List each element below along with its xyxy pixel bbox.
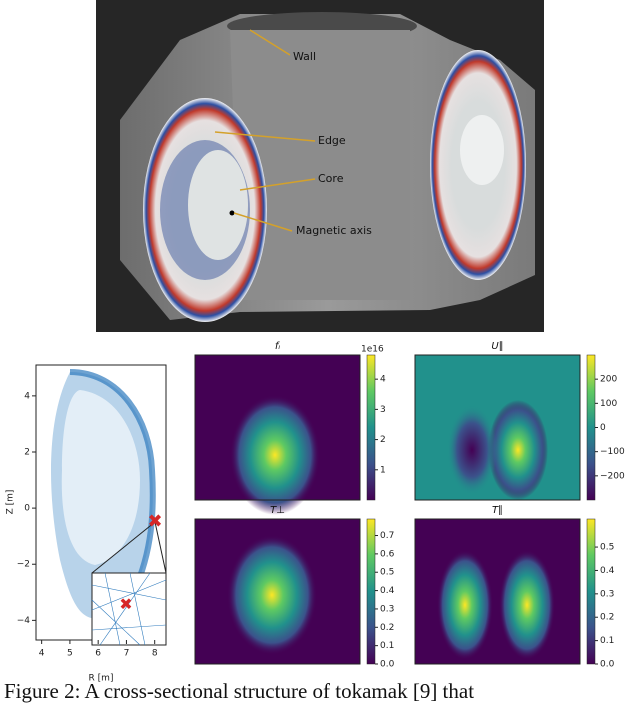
heatmap-blob [230, 395, 320, 515]
y-tick-label: 4 [24, 391, 30, 401]
heatmap-blob [499, 550, 555, 660]
svg-text:✖: ✖ [147, 511, 162, 532]
y-tick-label: 0 [24, 504, 30, 514]
label-magnetic-axis: Magnetic axis [296, 224, 372, 237]
mesh-plot: ✖ ✖ [35, 364, 167, 646]
label-wall: Wall [293, 50, 316, 63]
colorbar-tick-label: 2 [380, 435, 386, 445]
colorbar-tick-label: 1 [380, 465, 386, 475]
heatmap-title: T∥ [492, 505, 503, 516]
heatmap-title: U∥ [491, 341, 503, 352]
y-tick-label: 2 [24, 447, 30, 457]
colorbar-tick-label: −100 [600, 447, 625, 457]
label-core: Core [318, 172, 344, 185]
heatmap-blob [227, 535, 317, 655]
label-edge: Edge [318, 134, 346, 147]
heatmap-frame [414, 354, 581, 501]
heatmap-title: fᵢ [275, 341, 281, 352]
colorbar-tick-label: 0.1 [600, 636, 614, 646]
heatmap-blob [447, 405, 497, 495]
y-axis-label: Z [m] [6, 490, 16, 515]
heatmap-frame [194, 518, 361, 665]
svg-text:✖: ✖ [119, 595, 132, 614]
colorbar-tick-label: 0 [600, 423, 606, 433]
x-tick-label: 4 [39, 649, 45, 659]
colorbar-tick-label: 0.0 [600, 660, 615, 670]
colorbar-tick-label: 3 [380, 405, 386, 415]
caption: Figure 2: A cross-sectional structure of… [4, 679, 474, 703]
heatmaps: fᵢ 1e16 1 2 3 4 U∥ 200 100 0 −100 −200 T⊥ 0.0 0.1 0.2 0.… [194, 341, 625, 670]
annotations [214, 29, 316, 232]
x-tick-label: 8 [152, 649, 158, 659]
x-axis-label: R [m] [89, 674, 114, 684]
colorbar [366, 354, 376, 501]
colorbar-tick-label: 200 [600, 375, 617, 385]
colorbar-tick-label: 0.2 [600, 613, 614, 623]
y-tick-label: −4 [17, 616, 31, 626]
heatmap-blob [437, 550, 493, 660]
colorbar [586, 518, 596, 665]
colorbar-tick-label: 0.3 [600, 589, 614, 599]
colorbar-tick-label: 100 [600, 399, 617, 409]
colorbar-offset: 1e16 [361, 345, 384, 355]
x-tick-label: 5 [67, 649, 73, 659]
colorbar-tick-label: 0.5 [380, 568, 394, 578]
colorbar-tick-label: 0.7 [380, 531, 394, 541]
heatmap-title: T⊥ [270, 505, 285, 516]
x-tick-label: 7 [124, 649, 130, 659]
heatmap-frame [194, 354, 361, 501]
colorbar [586, 354, 596, 501]
heatmap-blob [488, 400, 548, 500]
colorbar-tick-label: 0.4 [380, 586, 395, 596]
y-tick-label: −2 [17, 560, 30, 570]
colorbar-tick-label: 0.2 [380, 623, 394, 633]
colorbar-tick-label: 0.3 [380, 604, 394, 614]
colorbar-tick-label: 0.5 [600, 543, 614, 553]
colorbar-tick-label: 0.6 [380, 549, 395, 559]
colorbar-tick-label: 0.0 [380, 660, 395, 670]
colorbar-tick-label: 4 [380, 375, 386, 385]
colorbar [366, 518, 376, 665]
colorbar-tick-label: 0.1 [380, 641, 394, 651]
x-tick-label: 6 [95, 649, 101, 659]
colorbar-tick-label: −200 [600, 471, 625, 481]
heatmap-frame [414, 518, 581, 665]
colorbar-tick-label: 0.4 [600, 566, 615, 576]
tokamak-render [96, 0, 544, 332]
